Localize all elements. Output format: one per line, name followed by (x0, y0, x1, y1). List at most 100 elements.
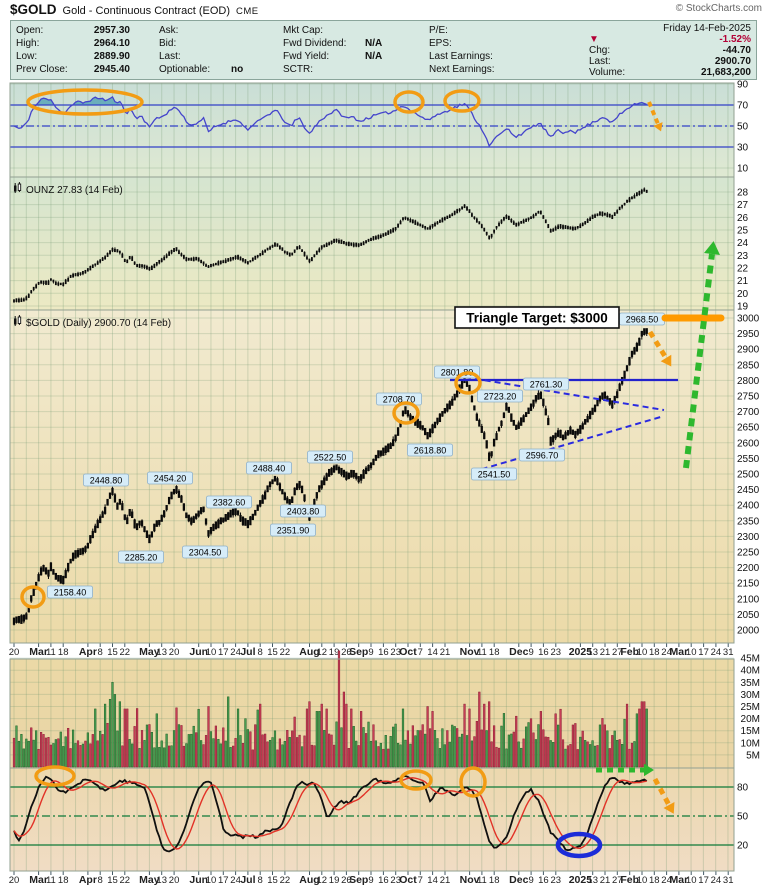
svg-text:18: 18 (489, 875, 500, 886)
svg-text:2000: 2000 (737, 626, 760, 637)
svg-text:Dec: Dec (509, 874, 528, 886)
svg-text:26: 26 (737, 213, 749, 224)
svg-text:17: 17 (698, 647, 709, 658)
svg-text:2618.80: 2618.80 (414, 446, 447, 456)
svg-text:Apr: Apr (79, 874, 97, 886)
svg-text:24: 24 (737, 238, 749, 249)
svg-text:2550: 2550 (737, 454, 760, 465)
svg-text:2968.50: 2968.50 (626, 315, 659, 325)
quote-col-bidask: Ask: Bid: Last: Optionable: no (159, 25, 243, 77)
pe-label: P/E: (429, 25, 448, 36)
svg-text:27: 27 (737, 200, 749, 211)
svg-text:16: 16 (538, 875, 549, 886)
svg-text:21: 21 (440, 647, 451, 658)
svg-text:18: 18 (58, 875, 69, 886)
svg-text:15: 15 (267, 875, 278, 886)
mktcap-label: Mkt Cap: (283, 25, 324, 36)
svg-text:22: 22 (280, 875, 291, 886)
eps-label: EPS: (429, 38, 452, 49)
svg-text:40M: 40M (741, 666, 760, 677)
svg-text:7: 7 (418, 875, 423, 886)
svg-text:2025: 2025 (569, 874, 593, 886)
svg-text:2950: 2950 (737, 329, 760, 340)
svg-text:20: 20 (9, 647, 20, 658)
svg-text:23: 23 (551, 875, 562, 886)
svg-text:2541.50: 2541.50 (478, 470, 511, 480)
svg-text:14: 14 (427, 875, 438, 886)
svg-text:2158.40: 2158.40 (54, 588, 87, 598)
sctr-label: SCTR: (283, 64, 313, 75)
svg-text:24: 24 (661, 647, 672, 658)
svg-text:19: 19 (737, 301, 749, 312)
svg-text:Jun: Jun (189, 646, 208, 658)
svg-text:20: 20 (169, 875, 180, 886)
svg-text:2450: 2450 (737, 485, 760, 496)
svg-text:14: 14 (427, 647, 438, 658)
fwd-yield-value: N/A (365, 51, 383, 62)
svg-text:2448.80: 2448.80 (90, 476, 123, 486)
svg-text:Feb: Feb (620, 874, 639, 886)
svg-text:Feb: Feb (620, 646, 639, 658)
exchange-label: CME (236, 6, 259, 17)
svg-text:21: 21 (440, 875, 451, 886)
svg-text:11: 11 (477, 875, 487, 886)
svg-text:2304.50: 2304.50 (189, 548, 222, 558)
svg-text:30: 30 (737, 143, 749, 154)
svg-text:19: 19 (329, 875, 340, 886)
svg-text:11: 11 (46, 647, 56, 658)
svg-text:17: 17 (218, 647, 229, 658)
svg-text:2522.50: 2522.50 (314, 453, 347, 463)
svg-text:31: 31 (723, 647, 734, 658)
svg-text:23: 23 (390, 647, 401, 658)
svg-text:35M: 35M (741, 678, 760, 689)
svg-text:2403.80: 2403.80 (287, 507, 320, 517)
svg-text:2100: 2100 (737, 594, 760, 605)
svg-text:50: 50 (737, 122, 749, 133)
chg-value: -44.70 (722, 45, 751, 56)
bid-label: Bid: (159, 38, 177, 49)
svg-text:9: 9 (528, 875, 533, 886)
svg-text:28: 28 (737, 188, 749, 199)
svg-text:10: 10 (206, 647, 217, 658)
fwd-dividend-label: Fwd Dividend: (283, 38, 347, 49)
svg-text:9: 9 (528, 647, 533, 658)
svg-text:20: 20 (737, 841, 749, 852)
svg-text:10: 10 (206, 875, 217, 886)
svg-text:2708.70: 2708.70 (383, 395, 416, 405)
svg-text:10M: 10M (741, 738, 760, 749)
svg-text:10: 10 (637, 875, 648, 886)
svg-text:80: 80 (737, 783, 749, 794)
svg-text:Aug: Aug (299, 874, 319, 886)
svg-text:Jul: Jul (240, 874, 255, 886)
svg-text:27: 27 (612, 647, 623, 658)
svg-text:18: 18 (58, 647, 69, 658)
svg-text:23: 23 (737, 251, 749, 262)
svg-text:2350: 2350 (737, 516, 760, 527)
svg-text:18: 18 (649, 875, 660, 886)
svg-text:11: 11 (46, 875, 56, 886)
chg-label: Chg: (589, 45, 611, 56)
svg-text:$GOLD (Daily) 2900.70 (14 Feb): $GOLD (Daily) 2900.70 (14 Feb) (26, 318, 171, 329)
svg-text:2850: 2850 (737, 360, 760, 371)
svg-text:20: 20 (169, 647, 180, 658)
quote-summary-box: Open: 2957.30 High: 2964.10 Low: 2889.90 Pr… (10, 20, 757, 80)
svg-text:May: May (139, 646, 160, 658)
svg-text:18: 18 (489, 647, 500, 658)
svg-text:Mar: Mar (29, 646, 48, 658)
svg-text:22: 22 (737, 263, 749, 274)
svg-text:2382.60: 2382.60 (213, 498, 246, 508)
svg-text:17: 17 (218, 875, 229, 886)
svg-text:21: 21 (737, 276, 749, 287)
quote-col-earnings: P/E: EPS: Last Earnings: Next Earnings: (429, 25, 495, 77)
svg-text:21: 21 (600, 875, 611, 886)
low-value: 2889.90 (93, 51, 130, 62)
svg-text:2285.20: 2285.20 (125, 553, 158, 563)
svg-text:25: 25 (737, 225, 749, 236)
svg-text:90: 90 (737, 80, 749, 91)
date-change-box: Friday 14-Feb-2025 ▼ -1.52% Chg: -44.70 La… (589, 23, 751, 78)
svg-text:Jun: Jun (189, 874, 208, 886)
svg-text:Sep: Sep (349, 874, 368, 886)
svg-text:15M: 15M (741, 726, 760, 737)
quote-col-ohlc: Open: 2957.30 High: 2964.10 Low: 2889.90 Pr… (16, 25, 130, 77)
